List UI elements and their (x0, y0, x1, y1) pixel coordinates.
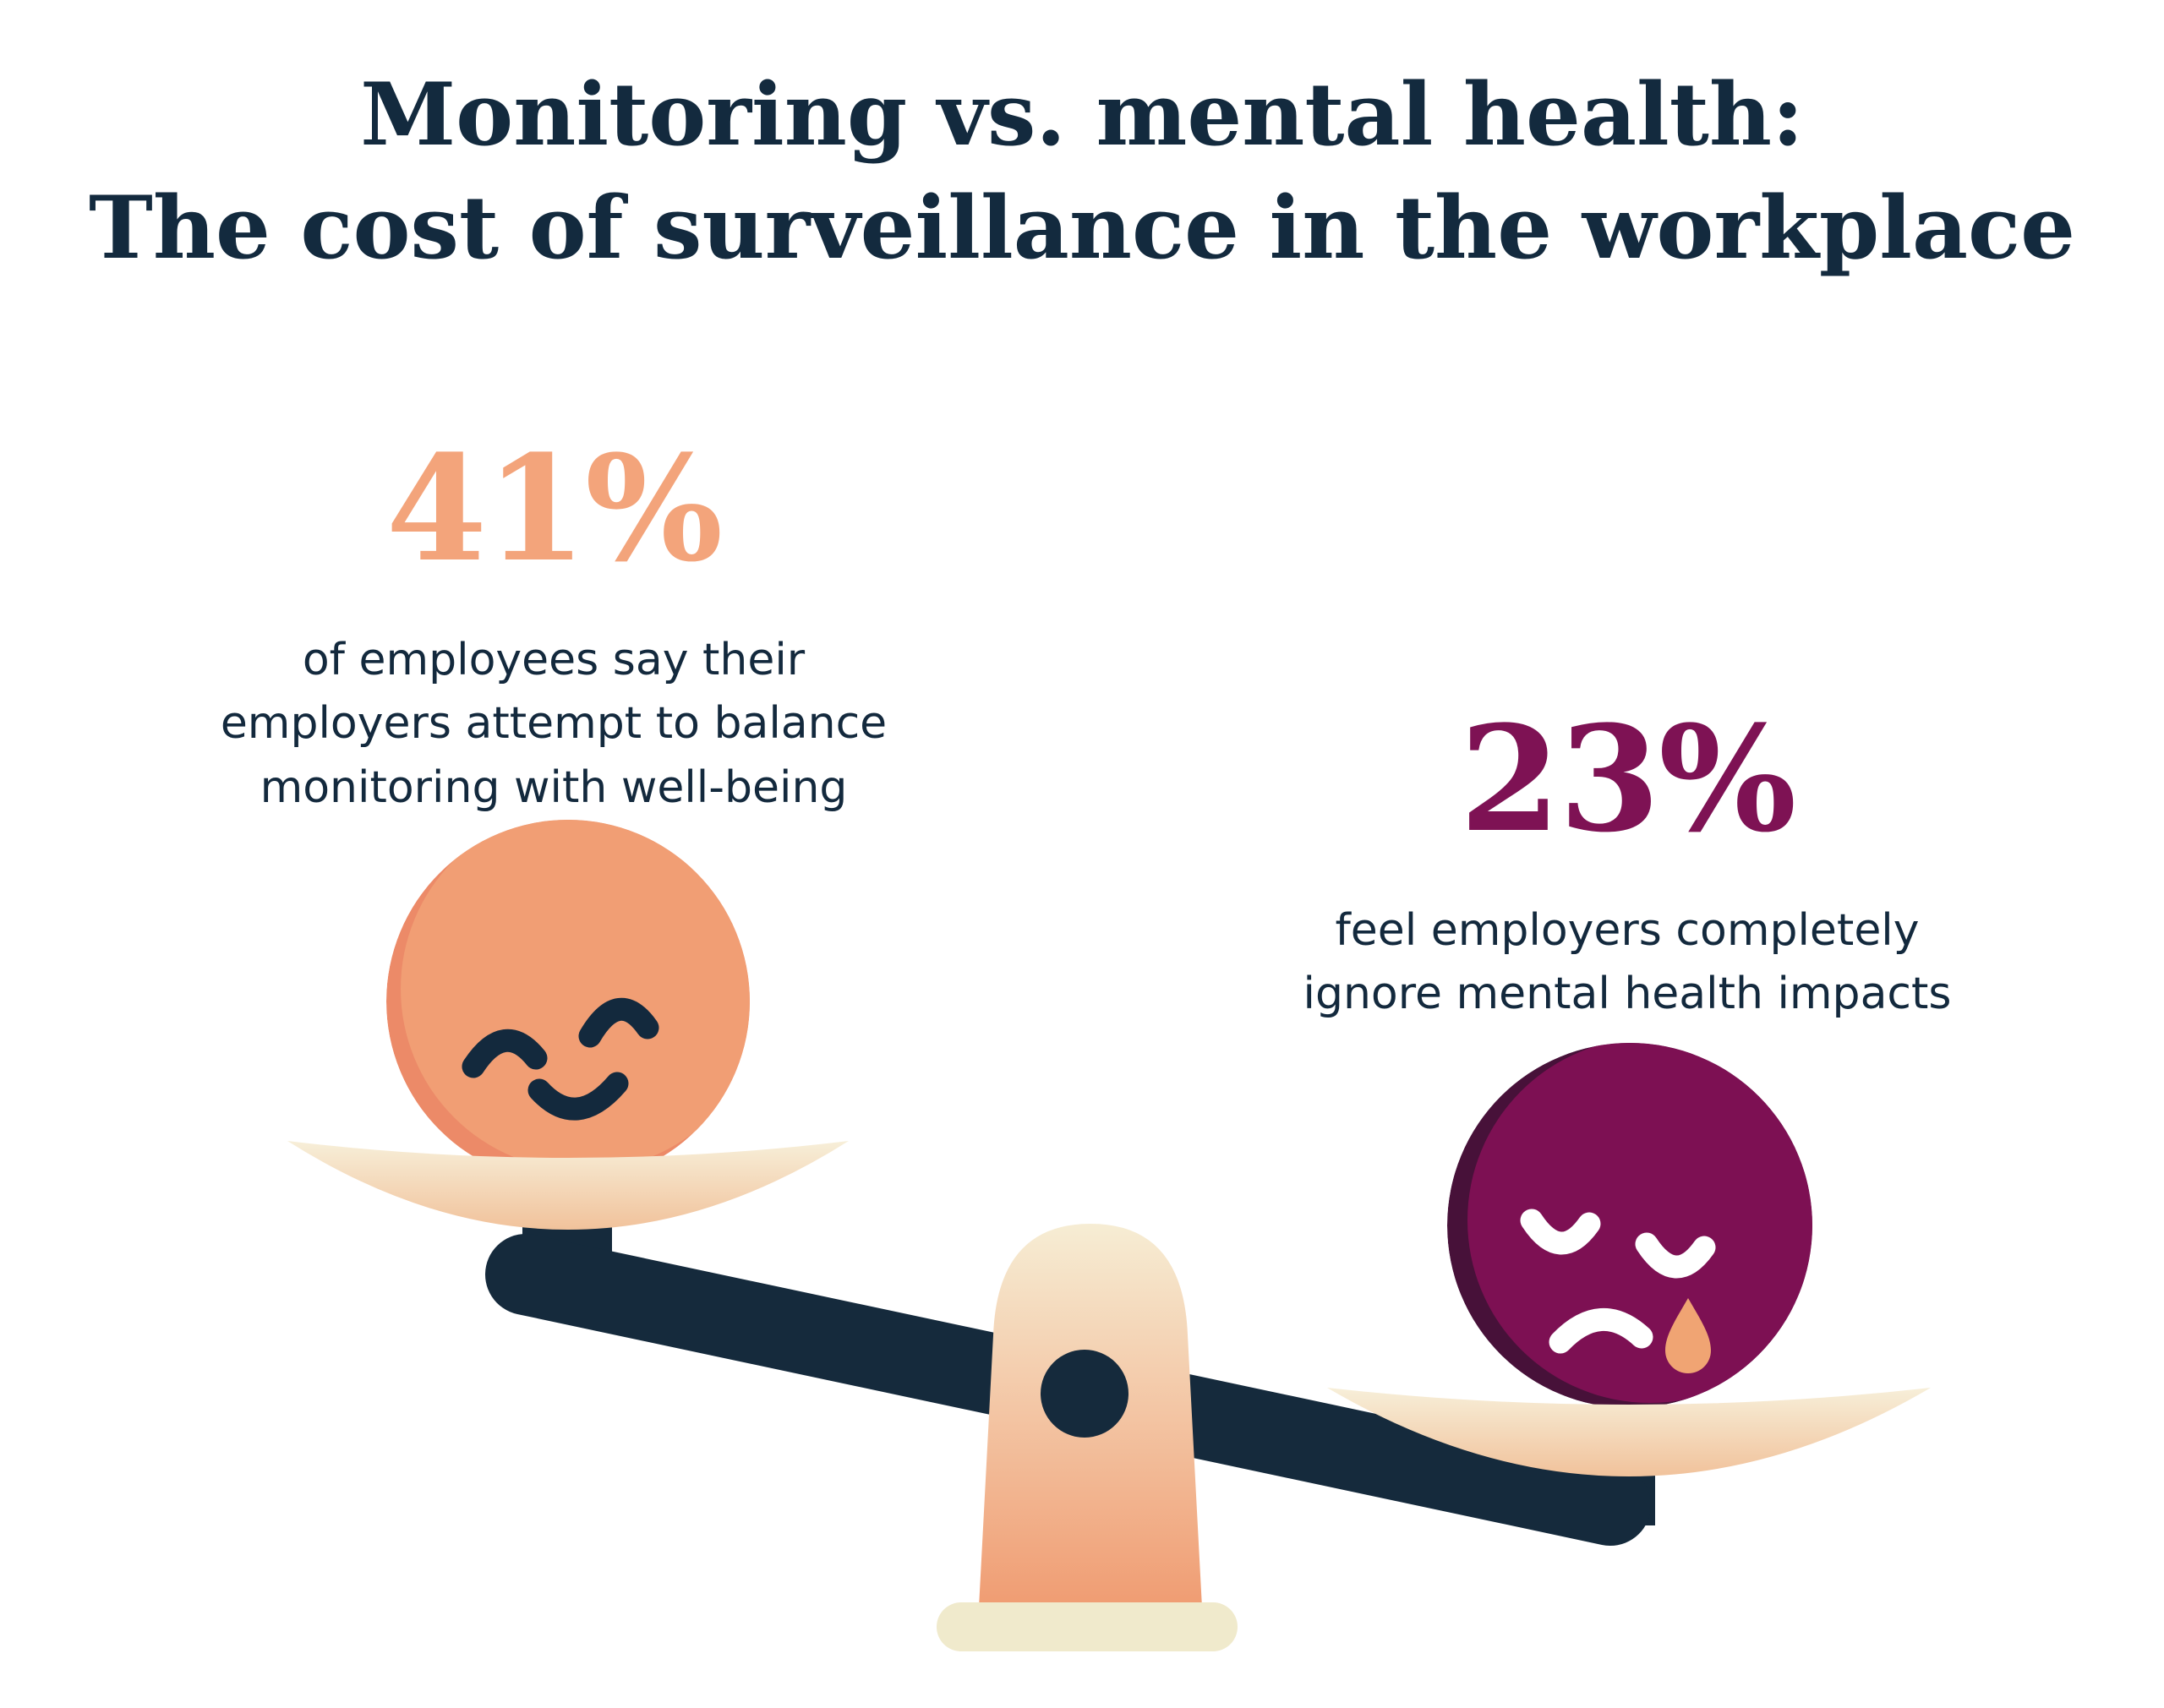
pivot-hole (1041, 1350, 1128, 1438)
stat-value-41: 41% (385, 423, 724, 594)
fulcrum-base (937, 1602, 1238, 1651)
left-plate (287, 1141, 849, 1230)
sad-face-icon (1520, 1209, 1716, 1354)
frown-icon (1549, 1308, 1653, 1354)
stat-block-monitoring-balance: 41% of employees say their employers att… (135, 436, 972, 820)
sad-right-eye-icon (1635, 1232, 1716, 1279)
happy-left-eye-icon (462, 1029, 548, 1078)
happy-right-eye-icon (578, 997, 659, 1048)
happy-ball (386, 820, 750, 1183)
happy-face-icon (462, 997, 659, 1121)
stat-caption-23: feel employers completely ignore mental … (1303, 905, 1952, 1020)
stat-caption-41: of employees say their employers attempt… (220, 635, 888, 813)
sad-left-eye-icon (1520, 1209, 1601, 1255)
tear-icon (1665, 1298, 1711, 1373)
sad-ball (1447, 1043, 1812, 1408)
stat-block-ignore-mental-health: 23% feel employers completely ignore men… (1209, 707, 2046, 1027)
title-line-1: Monitoring vs. mental health: (360, 64, 1804, 166)
smile-icon (527, 1072, 629, 1121)
title-line-2: The cost of surveillance in the workplac… (88, 177, 2076, 279)
right-plate (1327, 1388, 1931, 1476)
page-title: Monitoring vs. mental health: The cost o… (0, 59, 2164, 285)
stat-value-23: 23% (1459, 693, 1797, 865)
